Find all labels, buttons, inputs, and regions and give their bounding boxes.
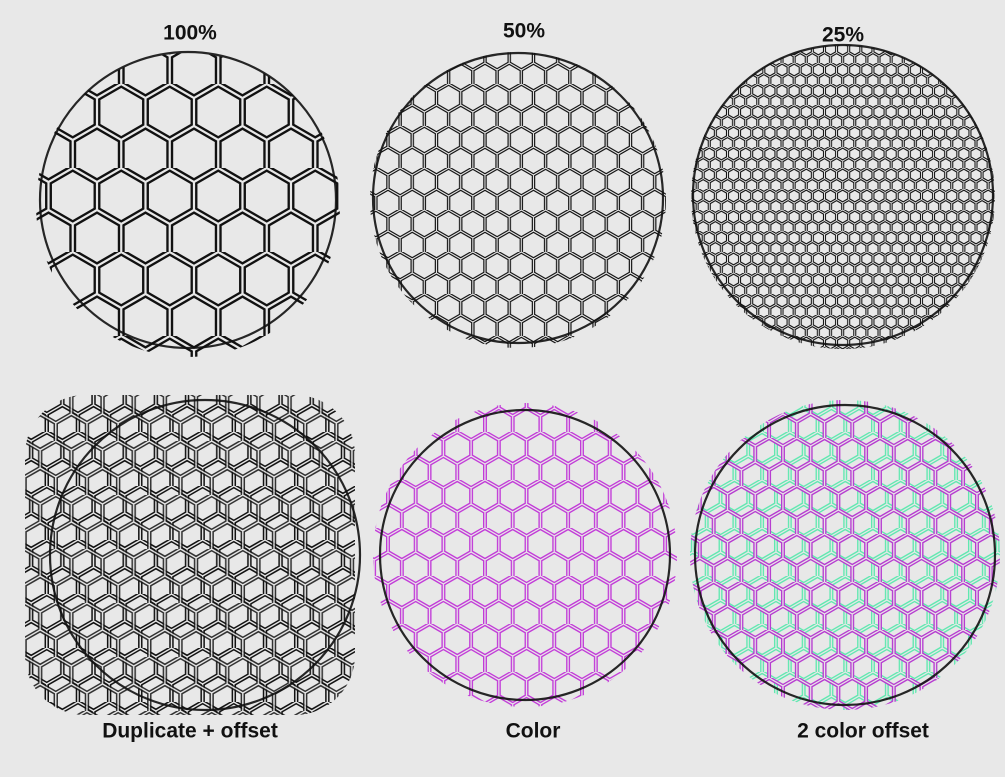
outline-circle bbox=[38, 50, 338, 350]
panel-label: 25% bbox=[822, 24, 864, 47]
panel-label: Duplicate + offset bbox=[102, 720, 278, 743]
hex-fill bbox=[373, 403, 677, 707]
outline-circle bbox=[691, 43, 995, 347]
panel-label: 100% bbox=[163, 22, 217, 45]
hex-fill bbox=[36, 53, 340, 357]
artwork bbox=[25, 43, 1000, 715]
hex-fill bbox=[25, 395, 355, 715]
outline-circle bbox=[693, 403, 997, 707]
outline-circle bbox=[371, 51, 665, 345]
hex-fill bbox=[691, 45, 995, 349]
panel-label: 2 color offset bbox=[797, 720, 929, 743]
panel-label: 50% bbox=[503, 20, 545, 43]
outline-circle bbox=[48, 398, 362, 712]
hex-fill bbox=[690, 400, 1000, 710]
hex-fill bbox=[370, 52, 666, 348]
outline-circle bbox=[378, 408, 672, 702]
panel-label: Color bbox=[506, 720, 561, 743]
